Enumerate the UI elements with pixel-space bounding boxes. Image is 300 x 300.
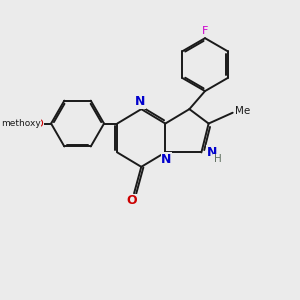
Text: N: N [135,95,145,108]
Text: H: H [214,154,222,164]
Text: F: F [202,26,208,36]
Text: O: O [126,194,137,208]
Text: N: N [207,146,217,159]
Text: methoxy: methoxy [1,118,41,127]
Text: N: N [161,153,172,166]
Text: Me: Me [235,106,250,116]
Text: O: O [35,118,44,128]
